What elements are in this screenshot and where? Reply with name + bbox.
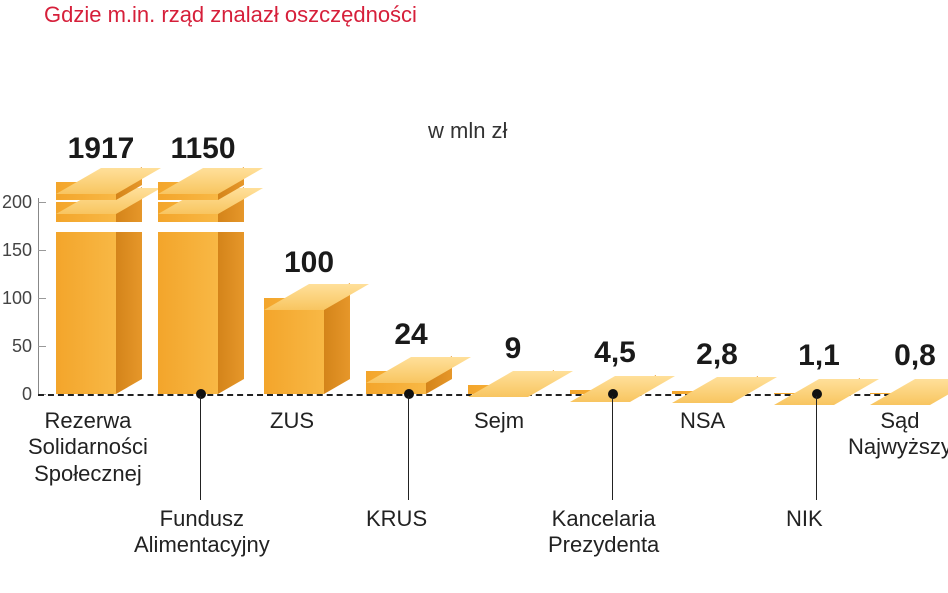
leader-dot <box>196 389 206 399</box>
axis-break-gap <box>154 222 250 232</box>
y-tick-mark <box>38 250 46 251</box>
bar <box>264 298 350 394</box>
category-label: RezerwaSolidarnościSpołecznej <box>28 408 148 487</box>
bar-value: 1150 <box>148 132 258 166</box>
bar-value: 100 <box>254 246 364 280</box>
bar <box>468 385 554 394</box>
bar <box>870 393 948 394</box>
y-tick-label: 150 <box>2 240 32 261</box>
category-label: KRUS <box>366 506 427 532</box>
bar-value: 24 <box>356 318 466 352</box>
bar-side <box>116 187 142 394</box>
leader-line <box>816 396 817 500</box>
category-label: FunduszAlimentacyjny <box>134 506 270 559</box>
y-axis-line <box>38 198 39 394</box>
bar-top <box>264 284 369 310</box>
leader-line <box>408 396 409 500</box>
y-tick-label: 100 <box>2 288 32 309</box>
category-label: KancelariaPrezydenta <box>548 506 659 559</box>
axis-break-gap <box>52 222 148 232</box>
category-label: NIK <box>786 506 823 532</box>
y-tick-label: 50 <box>2 336 32 357</box>
bar-value: 0,8 <box>860 339 948 373</box>
bar-value: 9 <box>458 332 568 366</box>
category-label: SądNajwyższy <box>848 408 948 461</box>
y-tick-label: 200 <box>2 192 32 213</box>
bar <box>672 391 758 394</box>
bar-top <box>672 377 777 403</box>
bar-value: 1917 <box>46 132 156 166</box>
bar-top <box>366 357 471 383</box>
leader-dot <box>608 389 618 399</box>
y-tick-mark <box>38 202 46 203</box>
leader-line <box>200 396 201 500</box>
bar-value: 1,1 <box>764 339 874 373</box>
bar-top <box>570 376 675 402</box>
bar-break-cap <box>56 172 142 200</box>
bar-top <box>870 379 948 405</box>
bar-side <box>218 187 244 394</box>
bar-value: 2,8 <box>662 338 772 372</box>
bar-value: 4,5 <box>560 336 670 370</box>
bar-break-cap <box>158 172 244 200</box>
y-tick-label: 0 <box>2 384 32 405</box>
leader-dot <box>404 389 414 399</box>
bar-top <box>774 379 879 405</box>
category-label: ZUS <box>270 408 314 434</box>
leader-line <box>612 396 613 500</box>
y-tick-mark <box>38 298 46 299</box>
bar-front <box>264 298 324 394</box>
bar-chart: 0 50 100 150 200 1917 RezerwaSolidarnościSpołe… <box>0 0 948 593</box>
leader-dot <box>812 389 822 399</box>
category-label: Sejm <box>474 408 524 434</box>
y-tick-mark <box>38 346 46 347</box>
category-label: NSA <box>680 408 725 434</box>
